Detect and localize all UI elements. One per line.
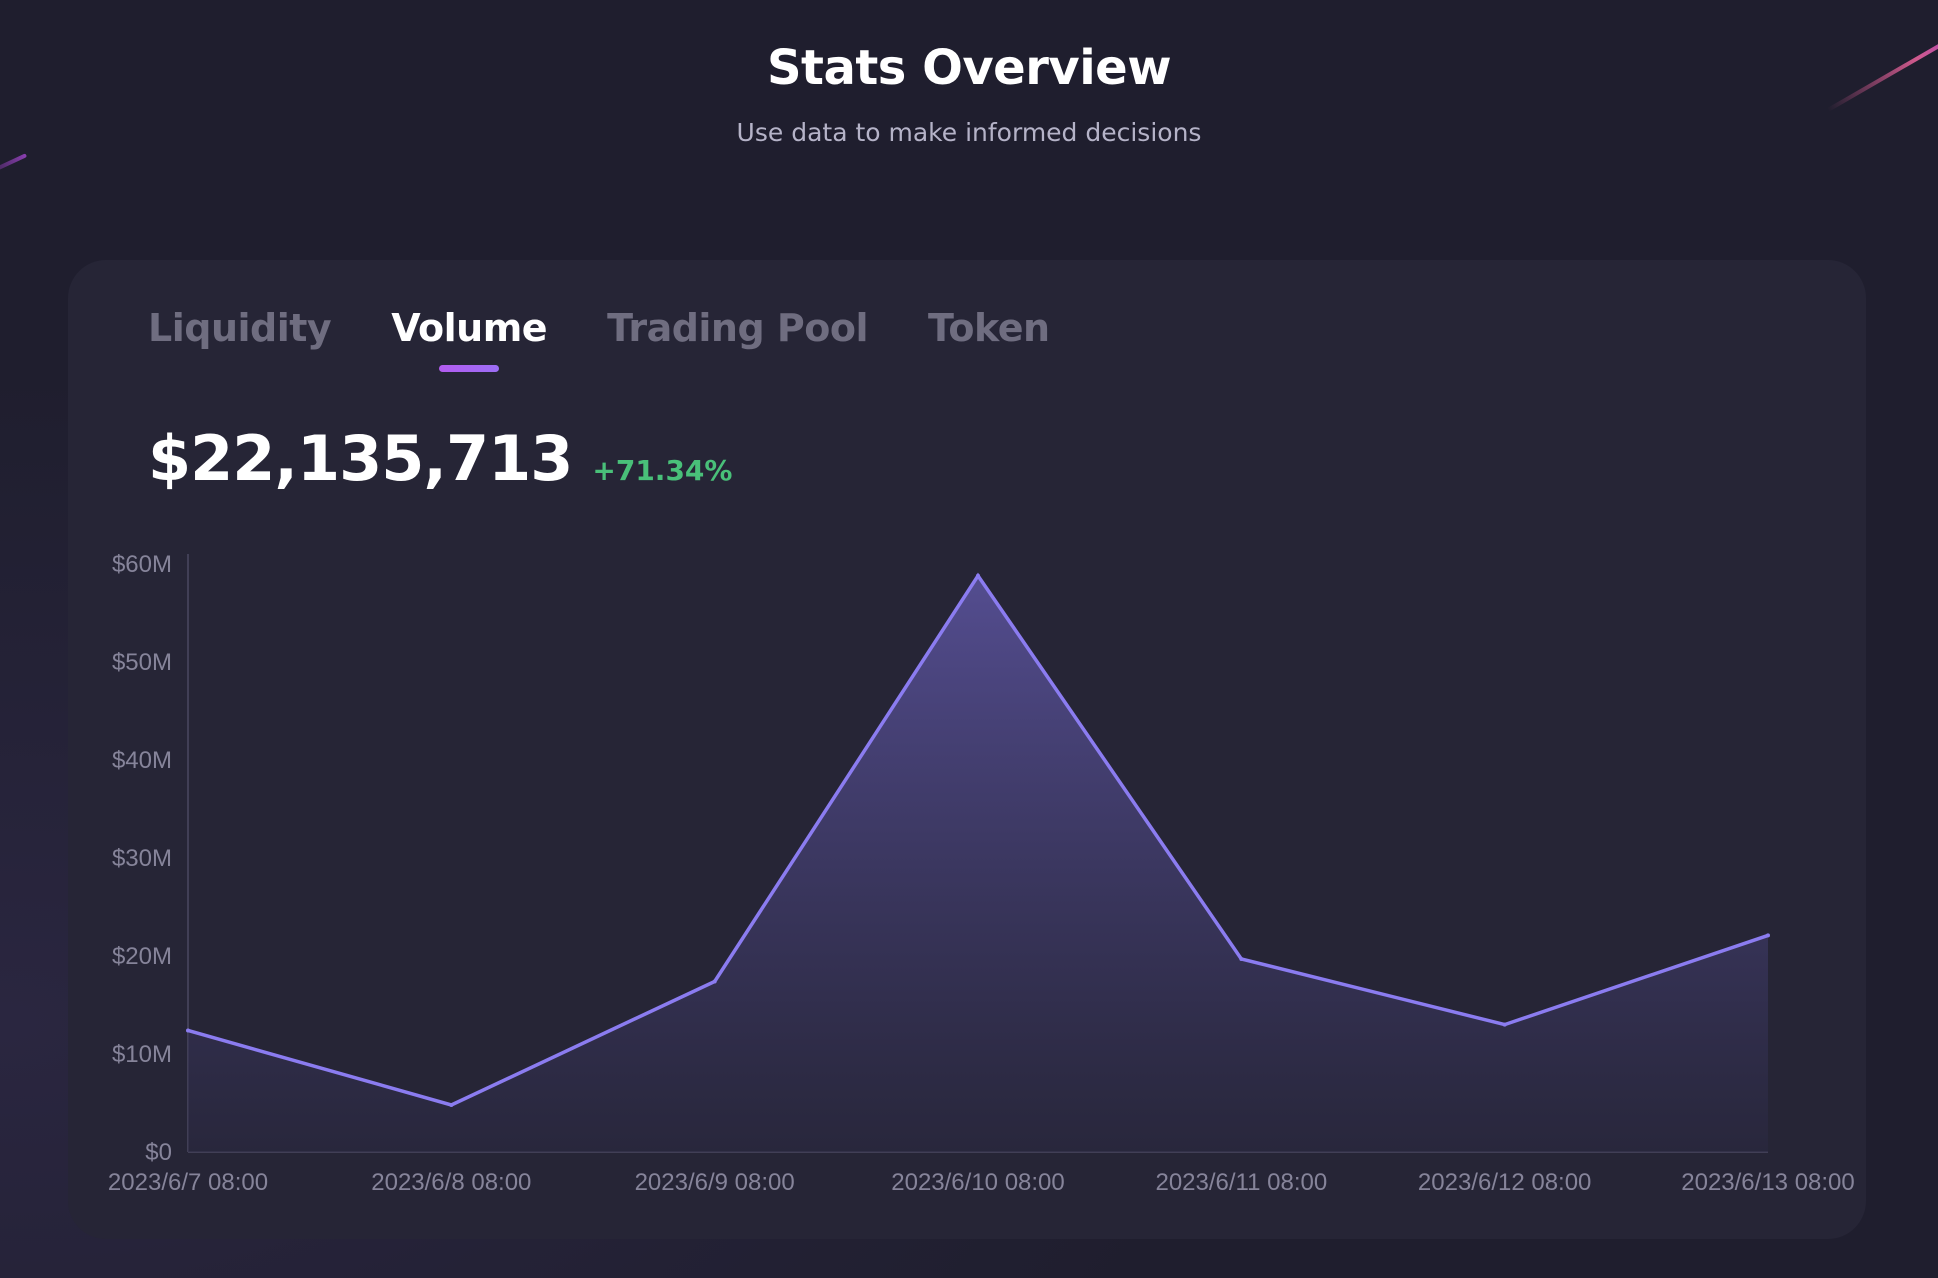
y-tick-label: $60M <box>112 551 172 578</box>
x-tick-label: 2023/6/12 08:00 <box>1418 1169 1592 1196</box>
x-tick-label: 2023/6/7 08:00 <box>108 1169 268 1196</box>
x-tick-label: 2023/6/11 08:00 <box>1155 1169 1327 1196</box>
tab-trading-pool[interactable]: Trading Pool <box>607 306 868 350</box>
y-tick-label: $10M <box>112 1041 172 1068</box>
stats-card: Liquidity Volume Trading Pool Token $22,… <box>68 260 1866 1239</box>
tab-label: Volume <box>391 306 548 350</box>
tab-label: Liquidity <box>148 306 332 350</box>
x-tick-label: 2023/6/8 08:00 <box>371 1169 531 1196</box>
x-tick-label: 2023/6/10 08:00 <box>891 1169 1065 1196</box>
active-tab-indicator <box>439 365 500 372</box>
tab-label: Trading Pool <box>607 306 869 350</box>
data-point <box>449 1102 454 1107</box>
y-tick-label: $30M <box>112 845 172 872</box>
data-point <box>712 979 717 984</box>
y-tick-label: $20M <box>112 943 172 970</box>
stats-tabs: Liquidity Volume Trading Pool Token <box>148 306 1110 372</box>
metric-value: $22,135,713 <box>148 422 573 495</box>
y-tick-label: $40M <box>112 747 172 774</box>
tab-liquidity[interactable]: Liquidity <box>148 306 332 350</box>
page-header: Stats Overview Use data to make informed… <box>0 40 1938 147</box>
series-area-fill <box>188 575 1768 1152</box>
x-tick-label: 2023/6/9 08:00 <box>635 1169 795 1196</box>
data-point <box>186 1028 190 1033</box>
data-point <box>1766 933 1770 938</box>
tab-token[interactable]: Token <box>928 306 1050 350</box>
volume-chart: $0 $10M $20M $30M $40M $50M $60M 2023/6/7 08:00… <box>108 551 1855 1196</box>
page-subtitle: Use data to make informed decisions <box>736 118 1202 147</box>
data-point <box>976 573 980 578</box>
page-title: Stats Overview <box>766 40 1172 96</box>
volume-metric: $22,135,713 +71.34% <box>148 422 732 495</box>
data-point <box>1502 1022 1507 1027</box>
x-tick-label: 2023/6/13 08:00 <box>1681 1169 1855 1196</box>
tab-volume[interactable]: Volume <box>391 306 548 372</box>
tab-label: Token <box>928 306 1050 350</box>
y-tick-label: $0 <box>145 1139 172 1166</box>
data-point <box>1239 956 1244 961</box>
decorative-streak <box>0 153 28 174</box>
metric-change-badge: +71.34% <box>592 454 733 487</box>
y-tick-label: $50M <box>112 649 172 676</box>
